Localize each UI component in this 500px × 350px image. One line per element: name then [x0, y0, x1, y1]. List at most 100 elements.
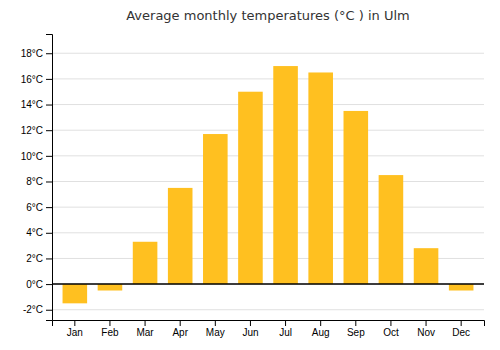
y-tick-label: 6°C — [26, 202, 43, 213]
zero-line — [52, 283, 484, 285]
x-tick: Jul — [279, 320, 292, 338]
y-tick-label: -2°C — [23, 304, 43, 315]
bar — [133, 242, 158, 284]
y-tick: 18°C — [21, 48, 52, 59]
x-tick-mark — [180, 320, 181, 326]
y-tick-label: 12°C — [21, 125, 43, 136]
y-tick-label: 16°C — [21, 74, 43, 85]
x-tick: Feb — [101, 320, 119, 338]
y-tick: 10°C — [21, 151, 52, 162]
bar — [273, 66, 298, 284]
y-tick: 16°C — [21, 74, 52, 85]
x-tick-mark — [285, 320, 286, 326]
y-tick-label: 10°C — [21, 151, 43, 162]
x-tick-mark — [390, 320, 391, 326]
y-tick-label: 18°C — [21, 48, 43, 59]
x-tick: Jun — [242, 320, 258, 338]
bar — [379, 175, 404, 284]
x-tick-mark — [320, 320, 321, 326]
bar — [344, 111, 369, 284]
y-tick-mark — [46, 233, 52, 234]
y-tick: 0°C — [26, 279, 52, 290]
bars — [52, 66, 484, 303]
x-tick: Oct — [383, 320, 399, 338]
y-tick-mark — [46, 156, 52, 157]
grid-line — [52, 232, 484, 233]
grid-line — [52, 309, 484, 310]
grid-line — [52, 284, 484, 285]
y-tick-label: 0°C — [26, 279, 43, 290]
grid-line — [52, 155, 484, 156]
bar — [308, 72, 333, 284]
y-tick: 12°C — [21, 125, 52, 136]
y-tick-mark — [46, 53, 52, 54]
x-tick-label: Mar — [136, 327, 154, 338]
y-tick-label: 8°C — [26, 176, 43, 187]
y-tick-mark — [46, 105, 52, 106]
y-tick: 6°C — [26, 202, 52, 213]
x-tick-label: Dec — [452, 327, 470, 338]
y-tick-label: 2°C — [26, 253, 43, 264]
grid-line — [52, 53, 484, 54]
y-axis-line — [46, 35, 53, 321]
x-tick-mark — [109, 320, 110, 326]
x-tick-label: Jan — [67, 327, 83, 338]
y-tick: 8°C — [26, 176, 52, 187]
chart: -2°C 0°C 2°C 4°C 6°C 8°C 10°C 12°C 14°C 16°C 18°C J… — [0, 0, 500, 350]
bar — [238, 92, 263, 284]
y-tick-mark — [46, 284, 52, 285]
bar — [63, 284, 88, 303]
y-tick-mark — [46, 258, 52, 259]
grid — [52, 53, 484, 310]
x-tick-label: Oct — [383, 327, 399, 338]
x-tick-label: Sep — [347, 327, 365, 338]
x-tick: Aug — [312, 320, 330, 338]
y-tick-mark — [46, 130, 52, 131]
y-tick: -2°C — [23, 304, 52, 315]
x-tick: Apr — [172, 320, 188, 338]
grid-line — [52, 104, 484, 105]
plot: -2°C 0°C 2°C 4°C 6°C 8°C 10°C 12°C 14°C 16°C 18°C J… — [21, 35, 485, 339]
x-axis: Jan Feb Mar Apr May Jun Jul Aug Sep Oct Nov Dec — [53, 320, 485, 338]
x-tick-mark — [426, 320, 427, 326]
x-tick-label: Aug — [312, 327, 330, 338]
y-tick-mark — [46, 207, 52, 208]
x-axis-line — [53, 321, 485, 327]
y-tick-mark — [46, 79, 52, 80]
bar — [203, 134, 228, 284]
bar — [98, 284, 123, 290]
x-tick-mark — [250, 320, 251, 326]
title: Average monthly temperatures (°C ) in Ul… — [126, 8, 410, 23]
x-tick-label: Jul — [279, 327, 292, 338]
grid-line — [52, 181, 484, 182]
x-tick-label: May — [206, 327, 225, 338]
grid-line — [52, 78, 484, 79]
x-tick-mark — [461, 320, 462, 326]
x-tick-label: Apr — [172, 327, 188, 338]
bar — [414, 248, 439, 284]
x-tick-mark — [145, 320, 146, 326]
bar — [168, 188, 193, 284]
y-tick-mark — [46, 310, 52, 311]
x-tick-label: Jun — [242, 327, 258, 338]
x-tick-mark — [74, 320, 75, 326]
x-tick: Dec — [452, 320, 470, 338]
grid-line — [52, 207, 484, 208]
y-tick-label: 14°C — [21, 99, 43, 110]
x-tick: Jan — [67, 320, 83, 338]
y-tick: 2°C — [26, 253, 52, 264]
y-tick: 14°C — [21, 99, 52, 110]
y-tick-mark — [46, 181, 52, 182]
x-tick: Nov — [417, 320, 435, 338]
x-tick: Mar — [136, 320, 154, 338]
x-tick: Sep — [347, 320, 365, 338]
x-tick: May — [206, 320, 225, 338]
y-tick: 4°C — [26, 227, 52, 238]
x-tick-label: Feb — [101, 327, 119, 338]
x-tick-label: Nov — [417, 327, 435, 338]
grid-line — [52, 130, 484, 131]
y-axis: -2°C 0°C 2°C 4°C 6°C 8°C 10°C 12°C 14°C 16°C 18°C — [21, 35, 53, 321]
x-tick-mark — [215, 320, 216, 326]
y-tick-label: 4°C — [26, 227, 43, 238]
bar — [449, 284, 474, 290]
